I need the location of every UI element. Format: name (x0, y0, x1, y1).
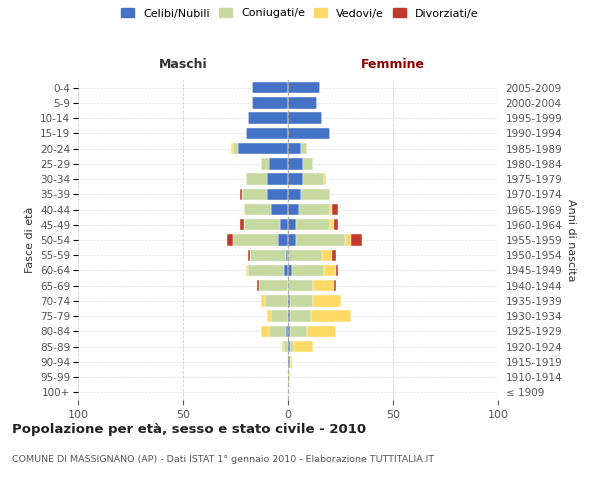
Text: COMUNE DI MASSIGNANO (AP) - Dati ISTAT 1° gennaio 2010 - Elaborazione TUTTITALIA: COMUNE DI MASSIGNANO (AP) - Dati ISTAT 1… (12, 455, 434, 464)
Bar (303, 158, 313, 170)
Bar (261, 326, 269, 337)
Bar (288, 310, 290, 322)
Bar (351, 234, 361, 246)
Bar (269, 326, 286, 337)
Bar (248, 250, 250, 261)
Bar (288, 158, 303, 170)
Bar (311, 310, 351, 322)
Bar (290, 341, 295, 352)
Bar (280, 219, 288, 230)
Bar (288, 295, 290, 306)
Bar (288, 219, 296, 230)
Y-axis label: Fasce di età: Fasce di età (25, 207, 35, 273)
Bar (240, 219, 244, 230)
Bar (332, 204, 338, 215)
Bar (288, 82, 320, 94)
Bar (334, 219, 338, 230)
Bar (288, 128, 330, 139)
Bar (257, 280, 259, 291)
Bar (296, 234, 344, 246)
Bar (267, 174, 288, 185)
Bar (288, 143, 301, 154)
Bar (260, 295, 265, 306)
Bar (288, 372, 290, 383)
Bar (288, 204, 299, 215)
Bar (288, 280, 313, 291)
Bar (296, 219, 330, 230)
Bar (288, 250, 322, 261)
Bar (345, 234, 351, 246)
Bar (232, 143, 233, 154)
Bar (290, 310, 311, 322)
Bar (288, 356, 290, 368)
Bar (301, 188, 330, 200)
Bar (271, 204, 288, 215)
Bar (267, 188, 288, 200)
Bar (290, 295, 313, 306)
Bar (250, 250, 286, 261)
Bar (252, 82, 288, 94)
Bar (301, 143, 307, 154)
Bar (292, 265, 324, 276)
Legend: Celibi/Nubili, Coniugati/e, Vedovi/e, Divorziati/e: Celibi/Nubili, Coniugati/e, Vedovi/e, Di… (121, 8, 479, 18)
Bar (288, 97, 317, 108)
Bar (242, 188, 267, 200)
Bar (269, 158, 288, 170)
Bar (233, 143, 238, 154)
Y-axis label: Anni di nascita: Anni di nascita (566, 198, 576, 281)
Bar (330, 204, 332, 215)
Bar (295, 341, 313, 352)
Bar (238, 143, 288, 154)
Bar (227, 234, 233, 246)
Bar (286, 326, 288, 337)
Bar (252, 97, 288, 108)
Bar (265, 295, 288, 306)
Bar (282, 341, 284, 352)
Bar (259, 280, 288, 291)
Bar (337, 265, 338, 276)
Bar (246, 174, 267, 185)
Text: Maschi: Maschi (158, 58, 208, 71)
Bar (244, 204, 271, 215)
Bar (288, 326, 290, 337)
Bar (286, 250, 288, 261)
Bar (332, 250, 337, 261)
Bar (244, 219, 280, 230)
Bar (261, 158, 269, 170)
Bar (303, 174, 324, 185)
Bar (240, 188, 242, 200)
Text: Popolazione per età, sesso e stato civile - 2010: Popolazione per età, sesso e stato civil… (12, 422, 366, 436)
Bar (299, 204, 330, 215)
Bar (248, 112, 288, 124)
Text: Femmine: Femmine (361, 58, 425, 71)
Bar (288, 188, 301, 200)
Bar (330, 219, 334, 230)
Bar (277, 234, 288, 246)
Bar (288, 341, 290, 352)
Bar (288, 234, 296, 246)
Bar (246, 128, 288, 139)
Bar (267, 310, 271, 322)
Bar (284, 265, 288, 276)
Bar (271, 310, 288, 322)
Bar (288, 112, 322, 124)
Bar (322, 250, 332, 261)
Bar (290, 326, 307, 337)
Bar (246, 265, 248, 276)
Bar (324, 265, 337, 276)
Bar (307, 326, 336, 337)
Bar (313, 280, 334, 291)
Bar (324, 174, 326, 185)
Bar (288, 174, 303, 185)
Bar (313, 295, 341, 306)
Bar (290, 356, 292, 368)
Bar (288, 265, 292, 276)
Bar (284, 341, 288, 352)
Bar (233, 234, 277, 246)
Bar (334, 280, 337, 291)
Bar (248, 265, 284, 276)
